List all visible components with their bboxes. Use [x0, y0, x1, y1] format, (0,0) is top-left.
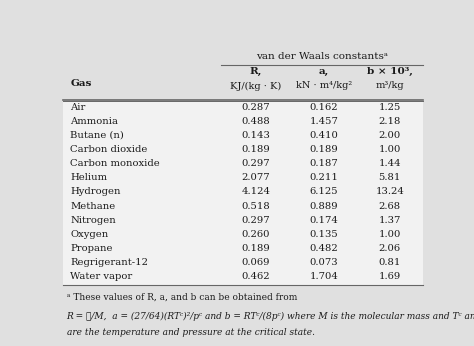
Text: 4.124: 4.124	[241, 188, 270, 197]
Text: 13.24: 13.24	[375, 188, 404, 197]
Text: Carbon dioxide: Carbon dioxide	[70, 145, 147, 154]
Text: m³/kg: m³/kg	[375, 82, 404, 91]
Text: 1.69: 1.69	[379, 272, 401, 281]
Text: 1.704: 1.704	[310, 272, 338, 281]
Text: 0.135: 0.135	[310, 230, 338, 239]
Text: are the temperature and pressure at the critical state.: are the temperature and pressure at the …	[66, 328, 315, 337]
Text: Oxygen: Oxygen	[70, 230, 109, 239]
Text: Propane: Propane	[70, 244, 113, 253]
Text: 1.00: 1.00	[379, 230, 401, 239]
Text: kN · m⁴/kg²: kN · m⁴/kg²	[296, 82, 352, 91]
Text: Air: Air	[70, 103, 86, 112]
Text: 0.069: 0.069	[242, 258, 270, 267]
Text: 0.488: 0.488	[241, 117, 270, 126]
Text: 1.37: 1.37	[379, 216, 401, 225]
Text: 1.457: 1.457	[310, 117, 338, 126]
Text: 5.81: 5.81	[379, 173, 401, 182]
Text: 0.143: 0.143	[241, 131, 270, 140]
Text: Helium: Helium	[70, 173, 108, 182]
Text: Regrigerant-12: Regrigerant-12	[70, 258, 148, 267]
Text: 0.189: 0.189	[310, 145, 338, 154]
Text: 0.410: 0.410	[310, 131, 338, 140]
Text: 0.162: 0.162	[310, 103, 338, 112]
Text: 0.189: 0.189	[241, 244, 270, 253]
Text: KJ/(kg · K): KJ/(kg · K)	[230, 82, 282, 91]
Text: 1.25: 1.25	[379, 103, 401, 112]
Text: 1.44: 1.44	[379, 159, 401, 168]
Text: 0.482: 0.482	[310, 244, 338, 253]
Text: van der Waals constantsᵃ: van der Waals constantsᵃ	[256, 52, 388, 61]
Text: 2.077: 2.077	[241, 173, 270, 182]
Text: ᵃ These values of R, a, and b can be obtained from: ᵃ These values of R, a, and b can be obt…	[66, 293, 297, 302]
Text: Gas: Gas	[70, 79, 91, 88]
Text: R = ℜ/M,  a = (27/64)(RTᶜ)²/pᶜ and b = RTᶜ/(8pᶜ) where M is the molecular mass a: R = ℜ/M, a = (27/64)(RTᶜ)²/pᶜ and b = RT…	[66, 312, 474, 321]
Text: 2.18: 2.18	[379, 117, 401, 126]
Text: 1.00: 1.00	[379, 145, 401, 154]
Text: a,: a,	[319, 67, 329, 76]
Text: 0.189: 0.189	[241, 145, 270, 154]
Text: R,: R,	[250, 67, 262, 76]
Text: 0.287: 0.287	[241, 103, 270, 112]
Text: 0.297: 0.297	[241, 216, 270, 225]
Text: 0.518: 0.518	[241, 201, 270, 210]
Text: Water vapor: Water vapor	[70, 272, 133, 281]
Text: 0.260: 0.260	[242, 230, 270, 239]
Text: 0.073: 0.073	[310, 258, 338, 267]
Text: 0.211: 0.211	[310, 173, 338, 182]
Text: Hydrogen: Hydrogen	[70, 188, 121, 197]
Text: 0.174: 0.174	[310, 216, 338, 225]
Text: Carbon monoxide: Carbon monoxide	[70, 159, 160, 168]
Text: 0.187: 0.187	[310, 159, 338, 168]
Text: 2.68: 2.68	[379, 201, 401, 210]
Text: 6.125: 6.125	[310, 188, 338, 197]
Text: 0.889: 0.889	[310, 201, 338, 210]
Text: Ammonia: Ammonia	[70, 117, 118, 126]
Bar	[63, 100, 423, 285]
Text: b × 10³,: b × 10³,	[367, 67, 413, 76]
Text: 2.00: 2.00	[379, 131, 401, 140]
Text: Nitrogen: Nitrogen	[70, 216, 116, 225]
Text: Butane (n): Butane (n)	[70, 131, 124, 140]
Text: 0.81: 0.81	[379, 258, 401, 267]
Text: 2.06: 2.06	[379, 244, 401, 253]
Text: 0.297: 0.297	[241, 159, 270, 168]
Text: 0.462: 0.462	[241, 272, 270, 281]
Text: Methane: Methane	[70, 201, 116, 210]
